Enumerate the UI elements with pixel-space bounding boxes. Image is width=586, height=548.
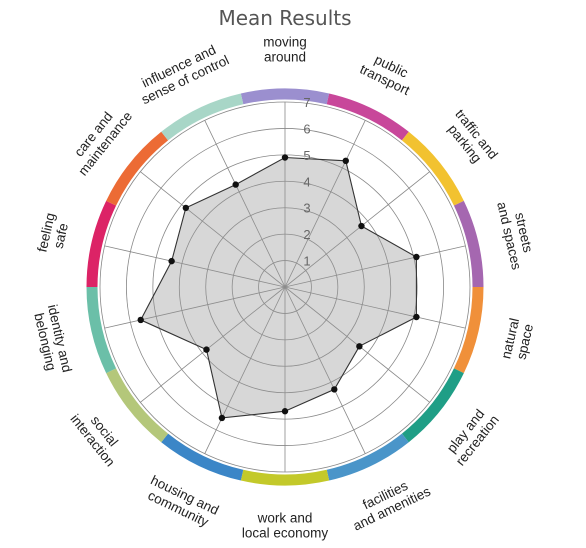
data-point bbox=[358, 222, 365, 230]
data-point bbox=[281, 408, 289, 415]
data-point bbox=[413, 313, 420, 321]
tick-label: 7 bbox=[303, 95, 310, 110]
ring-segment bbox=[240, 88, 330, 105]
data-point bbox=[331, 386, 338, 393]
category-label-line: local economy bbox=[242, 526, 329, 541]
grid-spoke bbox=[284, 171, 430, 288]
ring-segment bbox=[453, 200, 484, 288]
data-point bbox=[182, 204, 190, 212]
grid-spoke bbox=[204, 286, 286, 454]
grid-spoke bbox=[104, 245, 286, 288]
series-area bbox=[139, 156, 417, 419]
data-point bbox=[232, 181, 239, 188]
ring-segment bbox=[326, 93, 409, 141]
grid-spoke bbox=[140, 171, 286, 288]
ring-segment bbox=[240, 469, 330, 486]
category-label-line: safe bbox=[51, 222, 71, 250]
category-ring bbox=[86, 88, 484, 486]
grid-spoke bbox=[284, 120, 366, 288]
data-point bbox=[413, 253, 420, 261]
grid-spoke bbox=[284, 245, 466, 288]
ring-segment bbox=[106, 131, 169, 206]
radial-ticks: 1 2 3 4 5 6 7 bbox=[303, 95, 310, 269]
series-layer bbox=[137, 154, 420, 422]
data-point bbox=[203, 346, 210, 353]
data-point bbox=[218, 414, 226, 422]
tick-label: 6 bbox=[303, 121, 310, 136]
ring-segment bbox=[161, 93, 244, 141]
ring-segment bbox=[86, 286, 117, 374]
tick-label: 3 bbox=[303, 201, 310, 216]
chart-title: Mean Results bbox=[218, 6, 351, 30]
data-point bbox=[137, 316, 144, 324]
grid-spoke bbox=[104, 286, 286, 329]
ring-segment bbox=[86, 200, 117, 288]
data-point bbox=[356, 343, 363, 350]
ring-segment bbox=[401, 131, 464, 206]
ring-segment bbox=[106, 368, 169, 443]
ring-segment bbox=[161, 433, 244, 481]
grid-spoke bbox=[204, 120, 286, 288]
ring-segment bbox=[453, 286, 484, 374]
category-label-line: work and bbox=[257, 511, 313, 526]
data-point bbox=[342, 157, 349, 164]
data-point bbox=[168, 257, 175, 265]
tick-label: 1 bbox=[303, 254, 310, 269]
ring-segment bbox=[401, 368, 464, 443]
grid-spoke bbox=[284, 286, 466, 329]
tick-label: 2 bbox=[303, 227, 310, 242]
category-label-line: moving bbox=[263, 35, 307, 50]
tick-label: 5 bbox=[303, 148, 310, 163]
grid-spoke bbox=[140, 286, 286, 403]
grid-spoke bbox=[284, 286, 366, 454]
category-label-line: around bbox=[264, 50, 306, 65]
ring-segment bbox=[326, 433, 409, 481]
tick-label: 4 bbox=[303, 174, 310, 189]
data-point bbox=[281, 154, 289, 161]
